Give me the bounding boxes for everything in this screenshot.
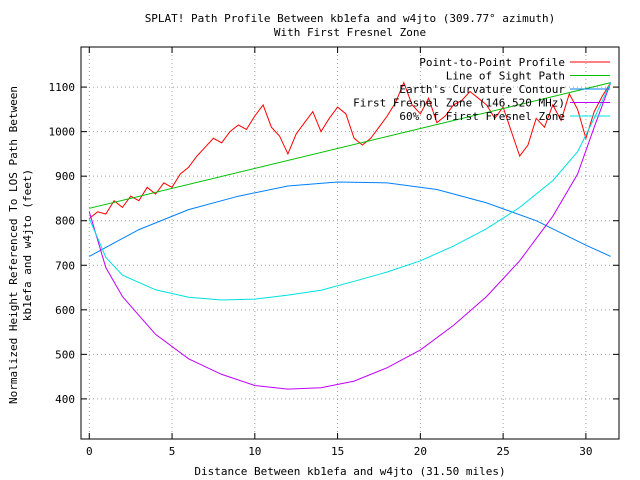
series-first-fresnel-zone-line — [88, 82, 612, 390]
y-tick-label: 600 — [55, 304, 75, 317]
y-tick-label: 700 — [55, 259, 75, 272]
y-tick-label: 1100 — [49, 81, 76, 94]
series-line-of-sight-path-line — [89, 82, 611, 209]
x-tick-label: 0 — [86, 445, 93, 458]
series-earth-curvature-contour-line — [89, 181, 611, 257]
x-axis-label: Distance Between kb1efa and w4jto (31.50… — [194, 465, 505, 478]
legend-label-sixty-percent-fresnel-zone: 60% of First Fresnel Zone — [399, 110, 565, 123]
legend-label-line-of-sight-path: Line of Sight Path — [446, 70, 565, 83]
series-sixty-percent-fresnel-zone-line — [88, 82, 612, 301]
axis-ticks: 0 5 10 15 20 25 30 400 500 600 700 800 900 1000 1100 — [49, 47, 619, 458]
legend-label-earth-curvature-contour: Earth's Curvature Contour — [399, 83, 565, 96]
y-tick-label: 500 — [55, 348, 75, 361]
y-tick-label: 800 — [55, 215, 75, 228]
y-tick-label: 900 — [55, 170, 75, 183]
chart-title: SPLAT! Path Profile Between kb1efa and w… — [145, 12, 556, 25]
x-tick-label: 15 — [331, 445, 344, 458]
x-tick-label: 5 — [169, 445, 176, 458]
y-tick-label: 1000 — [49, 126, 76, 139]
plot-frame — [80, 46, 620, 440]
x-tick-label: 20 — [414, 445, 427, 458]
legend-label-point-to-point-profile: Point-to-Point Profile — [419, 56, 565, 69]
legend-label-first-fresnel-zone: First Fresnel Zone (146.520 MHz) — [353, 97, 565, 110]
y-axis-label-line-1: Normalized Height Referenced To LOS Path… — [7, 86, 20, 404]
grid — [81, 47, 619, 439]
chart-subtitle: With First Fresnel Zone — [274, 26, 426, 39]
x-tick-label: 10 — [248, 445, 261, 458]
x-tick-label: 25 — [496, 445, 509, 458]
plot-area — [88, 81, 612, 390]
series-point-to-point-profile-line — [88, 81, 612, 219]
y-axis-label-line-2: kb1efa and w4jto (feet) — [21, 169, 34, 321]
x-tick-label: 30 — [579, 445, 592, 458]
y-tick-label: 400 — [55, 393, 75, 406]
